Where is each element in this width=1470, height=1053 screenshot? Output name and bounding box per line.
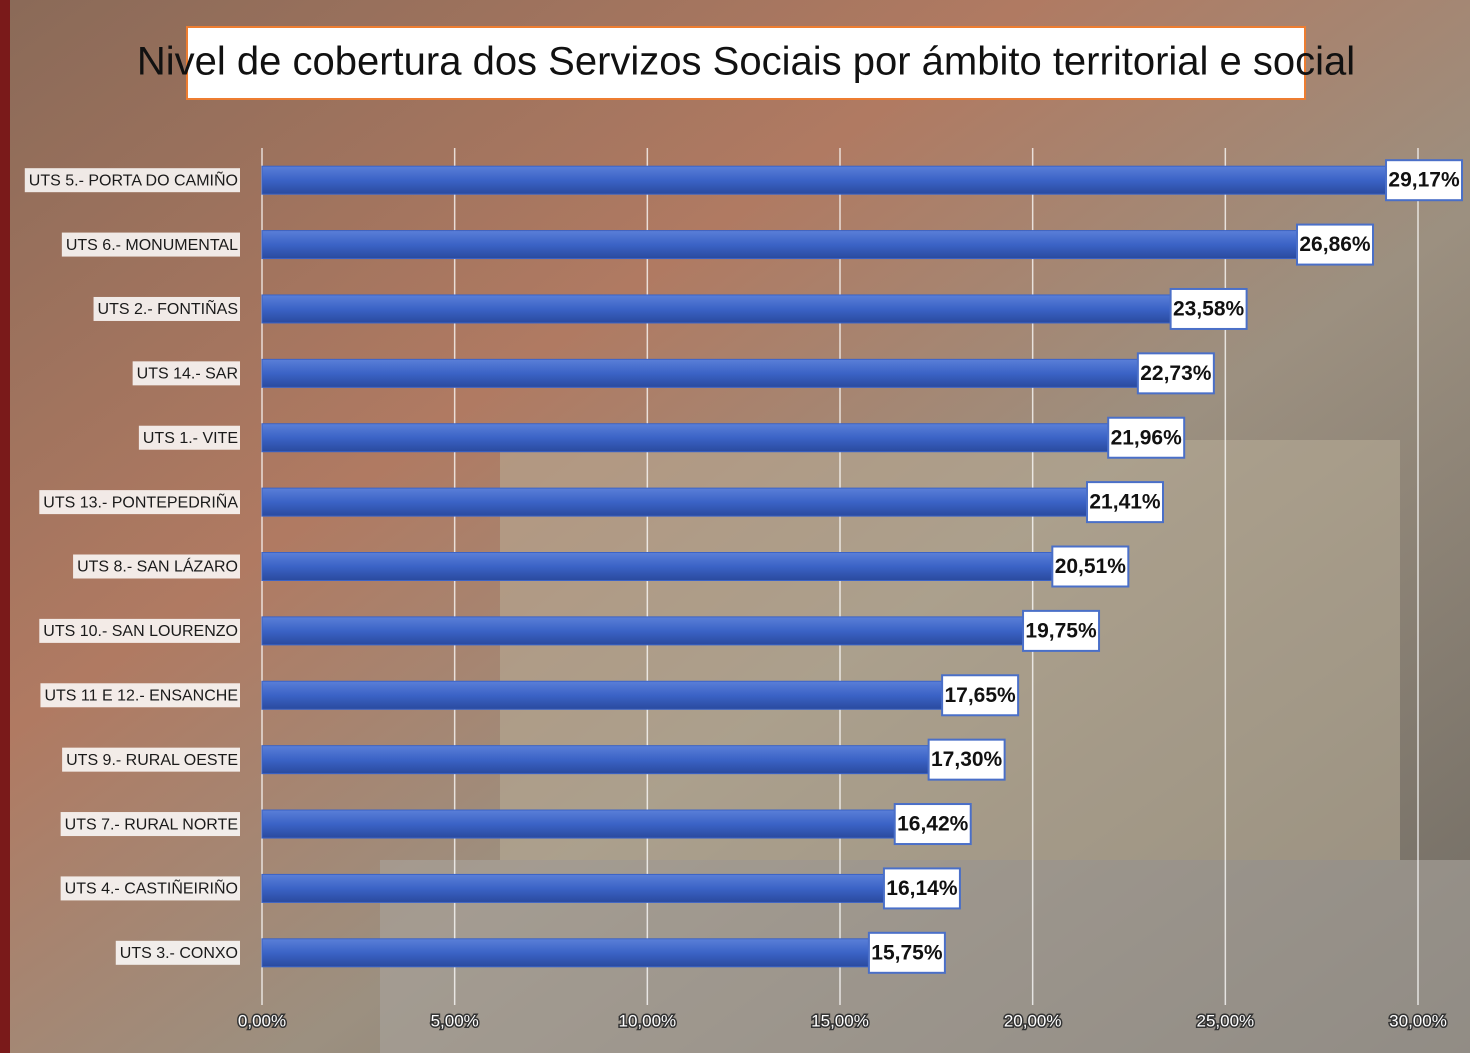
- x-tick-label: 20,00%: [1004, 1011, 1062, 1030]
- bar: [261, 680, 943, 710]
- value-label-box: [927, 738, 1006, 781]
- category-label: UTS 11 E 12.- ENSANCHE: [44, 687, 238, 704]
- x-tick-label: 10,00%: [618, 1011, 676, 1030]
- bar: [261, 873, 885, 903]
- category-label: UTS 7.- RURAL NORTE: [65, 816, 238, 833]
- value-label: 15,75%: [871, 941, 943, 964]
- category-label: UTS 1.- VITE: [143, 430, 238, 447]
- category-label: UTS 6.- MONUMENTAL: [66, 237, 238, 254]
- value-label: 21,41%: [1089, 491, 1161, 514]
- x-tick-label: 5,00%: [431, 1011, 479, 1030]
- value-label: 17,30%: [931, 748, 1003, 771]
- value-label-box: [1107, 416, 1186, 459]
- value-label-box: [1085, 481, 1164, 524]
- title-box: [186, 26, 1306, 100]
- category-label-box: [39, 618, 240, 643]
- value-label-box: [1022, 609, 1101, 652]
- x-tick-label: 30,00%: [1389, 1011, 1447, 1030]
- category-label: UTS 10.- SAN LOURENZO: [43, 623, 238, 640]
- category-label-box: [61, 232, 240, 257]
- category-label: UTS 3.- CONXO: [120, 945, 238, 962]
- category-label: UTS 13.- PONTEPEDRIÑA: [43, 491, 238, 511]
- value-label: 16,42%: [897, 813, 969, 836]
- bar: [261, 809, 896, 839]
- value-label-box: [1385, 159, 1464, 202]
- category-label: UTS 14.- SAR: [137, 366, 238, 383]
- category-label-box: [115, 940, 240, 965]
- category-label-box: [62, 747, 240, 772]
- value-label: 29,17%: [1388, 169, 1460, 192]
- bar: [261, 165, 1387, 195]
- bar: [261, 230, 1298, 260]
- value-label-box: [882, 867, 961, 910]
- bar: [261, 938, 870, 968]
- category-label-box: [132, 361, 240, 386]
- value-label: 26,86%: [1299, 233, 1371, 256]
- bar: [261, 552, 1053, 581]
- x-tick-label: 0,00%: [238, 1011, 286, 1030]
- value-label: 20,51%: [1055, 555, 1127, 578]
- frame: [0, 0, 10, 1053]
- category-label-box: [60, 812, 240, 837]
- x-tick-label: 15,00%: [811, 1011, 869, 1030]
- bar: [261, 745, 930, 775]
- value-label-box: [893, 803, 972, 846]
- plot: 0,00% 5,00% 10,00% 15,00% 20,00% 25,00% 30,00%…: [24, 148, 1464, 1032]
- bar: [261, 294, 1172, 324]
- value-label-box: [1051, 545, 1130, 588]
- chart-title: Nivel de cobertura dos Servizos Sociais …: [137, 40, 1355, 84]
- value-label: 22,73%: [1140, 362, 1212, 385]
- category-label-box: [40, 683, 240, 708]
- value-label: 21,96%: [1111, 426, 1183, 449]
- category-label-box: [60, 876, 240, 901]
- bar: [261, 616, 1024, 646]
- value-label-box: [1296, 223, 1375, 266]
- value-label: 17,65%: [944, 684, 1016, 707]
- category-label-box: [73, 554, 240, 579]
- category-label: UTS 8.- SAN LÁZARO: [77, 557, 238, 576]
- value-label-box: [941, 674, 1020, 717]
- category-label: UTS 4.- CASTIÑEIRIÑO: [65, 878, 238, 898]
- value-label: 19,75%: [1025, 619, 1097, 642]
- category-label: UTS 2.- FONTIÑAS: [98, 298, 238, 318]
- category-label-box: [24, 168, 240, 193]
- bar: [261, 358, 1139, 388]
- value-label: 23,58%: [1173, 298, 1245, 321]
- category-label: UTS 9.- RURAL OESTE: [66, 752, 238, 769]
- bar: [261, 423, 1109, 453]
- x-tick-label: 25,00%: [1196, 1011, 1254, 1030]
- value-label-box: [867, 931, 946, 974]
- bar: [261, 487, 1088, 517]
- value-label: 16,14%: [886, 877, 958, 900]
- category-label-box: [39, 490, 240, 515]
- category-label: UTS 5.- PORTA DO CAMIÑO: [29, 169, 238, 189]
- value-label-box: [1169, 287, 1248, 330]
- category-label-box: [138, 425, 240, 450]
- category-label-box: [93, 296, 240, 321]
- value-label-box: [1136, 352, 1215, 395]
